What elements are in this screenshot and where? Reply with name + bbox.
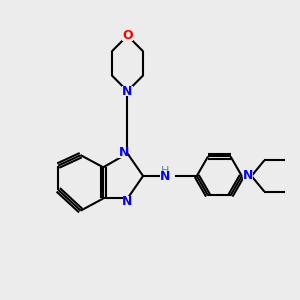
Bar	[122, 31, 133, 40]
Text: H: H	[161, 166, 169, 176]
Text: N: N	[160, 170, 170, 183]
Bar	[160, 170, 175, 182]
Text: N: N	[122, 85, 133, 98]
Text: N: N	[122, 195, 133, 208]
Text: N: N	[242, 169, 253, 182]
Bar	[118, 148, 128, 158]
Bar	[123, 196, 132, 206]
Text: N: N	[119, 146, 129, 159]
Text: O: O	[122, 29, 133, 42]
Bar	[243, 171, 253, 181]
Bar	[122, 86, 133, 96]
